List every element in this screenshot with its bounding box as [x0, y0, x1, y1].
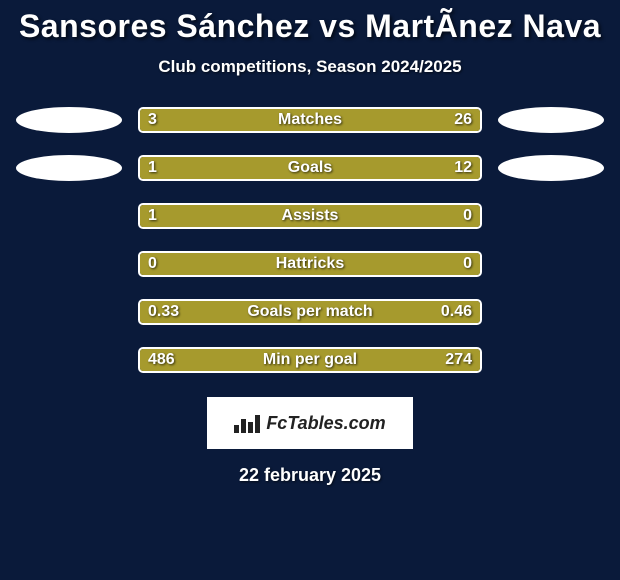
- stat-row: 1Assists0: [0, 203, 620, 229]
- stat-label: Assists: [140, 205, 480, 227]
- stat-label: Goals per match: [140, 301, 480, 323]
- stat-row: 486Min per goal274: [0, 347, 620, 373]
- stat-bar: 3Matches26: [138, 107, 482, 133]
- stat-bar: 0.33Goals per match0.46: [138, 299, 482, 325]
- logo-text: FcTables.com: [266, 413, 385, 434]
- stat-bar: 1Assists0: [138, 203, 482, 229]
- player-marker-right: [498, 155, 604, 181]
- source-logo: FcTables.com: [207, 397, 413, 449]
- player-marker-left: [16, 155, 122, 181]
- ellipse-slot-right: [496, 107, 606, 133]
- stat-value-right: 26: [454, 109, 472, 131]
- stat-bar: 1Goals12: [138, 155, 482, 181]
- stat-row: 0.33Goals per match0.46: [0, 299, 620, 325]
- subtitle: Club competitions, Season 2024/2025: [0, 57, 620, 77]
- ellipse-slot-left: [14, 155, 124, 181]
- player-marker-left: [16, 107, 122, 133]
- comparison-card: Sansores Sánchez vs MartÃnez Nava Club c…: [0, 0, 620, 486]
- stats-rows: 3Matches261Goals121Assists00Hattricks00.…: [0, 107, 620, 373]
- stat-bar: 486Min per goal274: [138, 347, 482, 373]
- ellipse-slot-left: [14, 107, 124, 133]
- stat-value-right: 0.46: [441, 301, 472, 323]
- page-title: Sansores Sánchez vs MartÃnez Nava: [0, 8, 620, 45]
- stat-label: Min per goal: [140, 349, 480, 371]
- stat-value-right: 274: [445, 349, 472, 371]
- date-label: 22 february 2025: [0, 465, 620, 486]
- stat-value-right: 12: [454, 157, 472, 179]
- stat-value-right: 0: [463, 253, 472, 275]
- stat-label: Hattricks: [140, 253, 480, 275]
- stat-row: 1Goals12: [0, 155, 620, 181]
- player-marker-right: [498, 107, 604, 133]
- stat-row: 3Matches26: [0, 107, 620, 133]
- bar-chart-icon: [234, 413, 260, 433]
- stat-row: 0Hattricks0: [0, 251, 620, 277]
- ellipse-slot-right: [496, 155, 606, 181]
- stat-label: Goals: [140, 157, 480, 179]
- stat-value-right: 0: [463, 205, 472, 227]
- stat-bar: 0Hattricks0: [138, 251, 482, 277]
- stat-label: Matches: [140, 109, 480, 131]
